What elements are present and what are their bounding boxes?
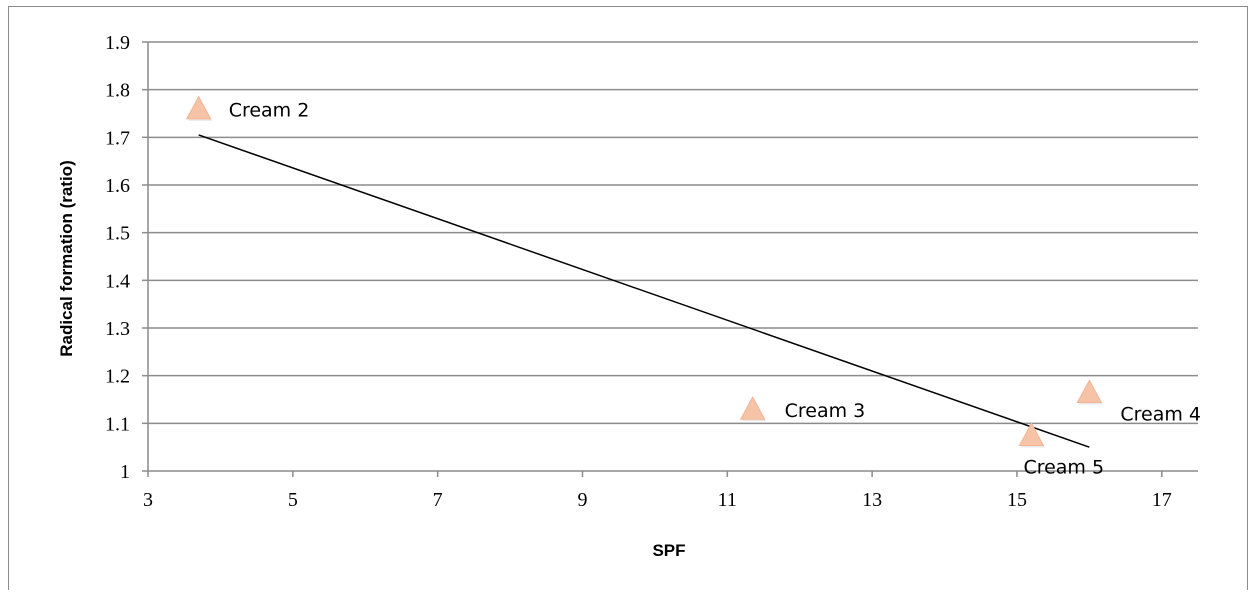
y-tick-label: 1.5 [105,223,130,245]
x-tick-label: 15 [1007,489,1027,511]
y-axis-title: Radical formation (ratio) [57,160,76,356]
point-label: Cream 3 [785,400,866,422]
x-axis-title: SPF [652,541,685,560]
y-tick-label: 1.6 [105,175,130,197]
y-tick-label: 1.4 [105,270,130,292]
y-tick-label: 1.8 [105,80,130,102]
x-tick-label: 7 [433,489,443,511]
y-tick-label: 1.2 [105,366,130,388]
x-tick-label: 13 [862,489,882,511]
trendline [198,134,1090,448]
y-tick-label: 1 [120,461,130,483]
x-tick-label: 3 [143,489,153,511]
trendline-group [198,134,1090,448]
y-tick-label: 1.9 [105,32,130,54]
point-label: Cream 4 [1120,403,1201,425]
axes: 1 1.1 1.2 1.3 1.4 1.5 1.6 1.7 1.8 1.9 3 5 7 9 11 13 15 17 [105,32,1198,511]
gridlines [148,41,1198,425]
point-label: Cream 2 [229,100,310,122]
y-tick-label: 1.3 [105,318,130,340]
data-point [1018,422,1045,446]
x-tick-label: 9 [577,489,587,511]
data-points [185,95,1103,448]
y-tick-label: 1.1 [105,413,130,435]
y-tick-label: 1.7 [105,127,130,149]
data-point [185,95,212,120]
point-labels: Cream 2 Cream 3 Cream 4 Cream 5 [229,100,1201,479]
x-tick-label: 17 [1152,489,1172,511]
point-label: Cream 5 [1023,456,1104,478]
x-tick-label: 5 [288,489,298,511]
chart-frame [8,6,1248,590]
x-tick-label: 11 [718,489,737,511]
data-point [739,395,766,420]
data-point [1076,379,1103,404]
